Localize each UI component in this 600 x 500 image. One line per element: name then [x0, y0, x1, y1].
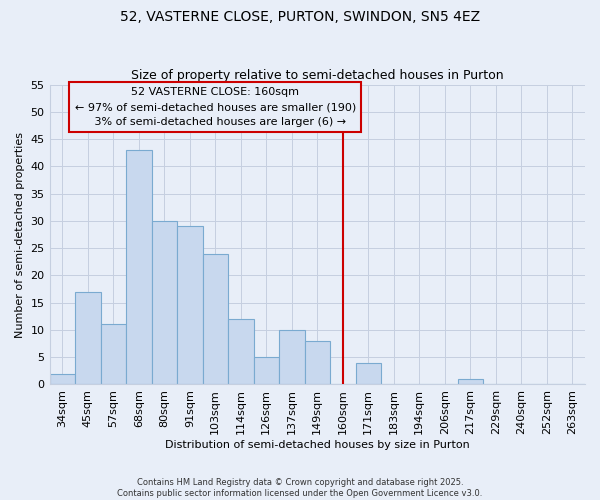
Text: 52 VASTERNE CLOSE: 160sqm
← 97% of semi-detached houses are smaller (190)
   3% : 52 VASTERNE CLOSE: 160sqm ← 97% of semi-…	[74, 88, 356, 127]
Text: Contains HM Land Registry data © Crown copyright and database right 2025.
Contai: Contains HM Land Registry data © Crown c…	[118, 478, 482, 498]
Bar	[458, 379, 483, 384]
Bar	[101, 324, 126, 384]
Bar	[305, 341, 330, 384]
Bar	[152, 221, 177, 384]
Bar	[254, 357, 279, 384]
Bar	[203, 254, 228, 384]
Bar	[279, 330, 305, 384]
Y-axis label: Number of semi-detached properties: Number of semi-detached properties	[15, 132, 25, 338]
Bar	[177, 226, 203, 384]
Bar	[356, 362, 381, 384]
Bar	[126, 150, 152, 384]
Title: Size of property relative to semi-detached houses in Purton: Size of property relative to semi-detach…	[131, 69, 503, 82]
Bar	[50, 374, 75, 384]
Bar	[228, 319, 254, 384]
Bar	[75, 292, 101, 384]
Text: 52, VASTERNE CLOSE, PURTON, SWINDON, SN5 4EZ: 52, VASTERNE CLOSE, PURTON, SWINDON, SN5…	[120, 10, 480, 24]
X-axis label: Distribution of semi-detached houses by size in Purton: Distribution of semi-detached houses by …	[165, 440, 470, 450]
